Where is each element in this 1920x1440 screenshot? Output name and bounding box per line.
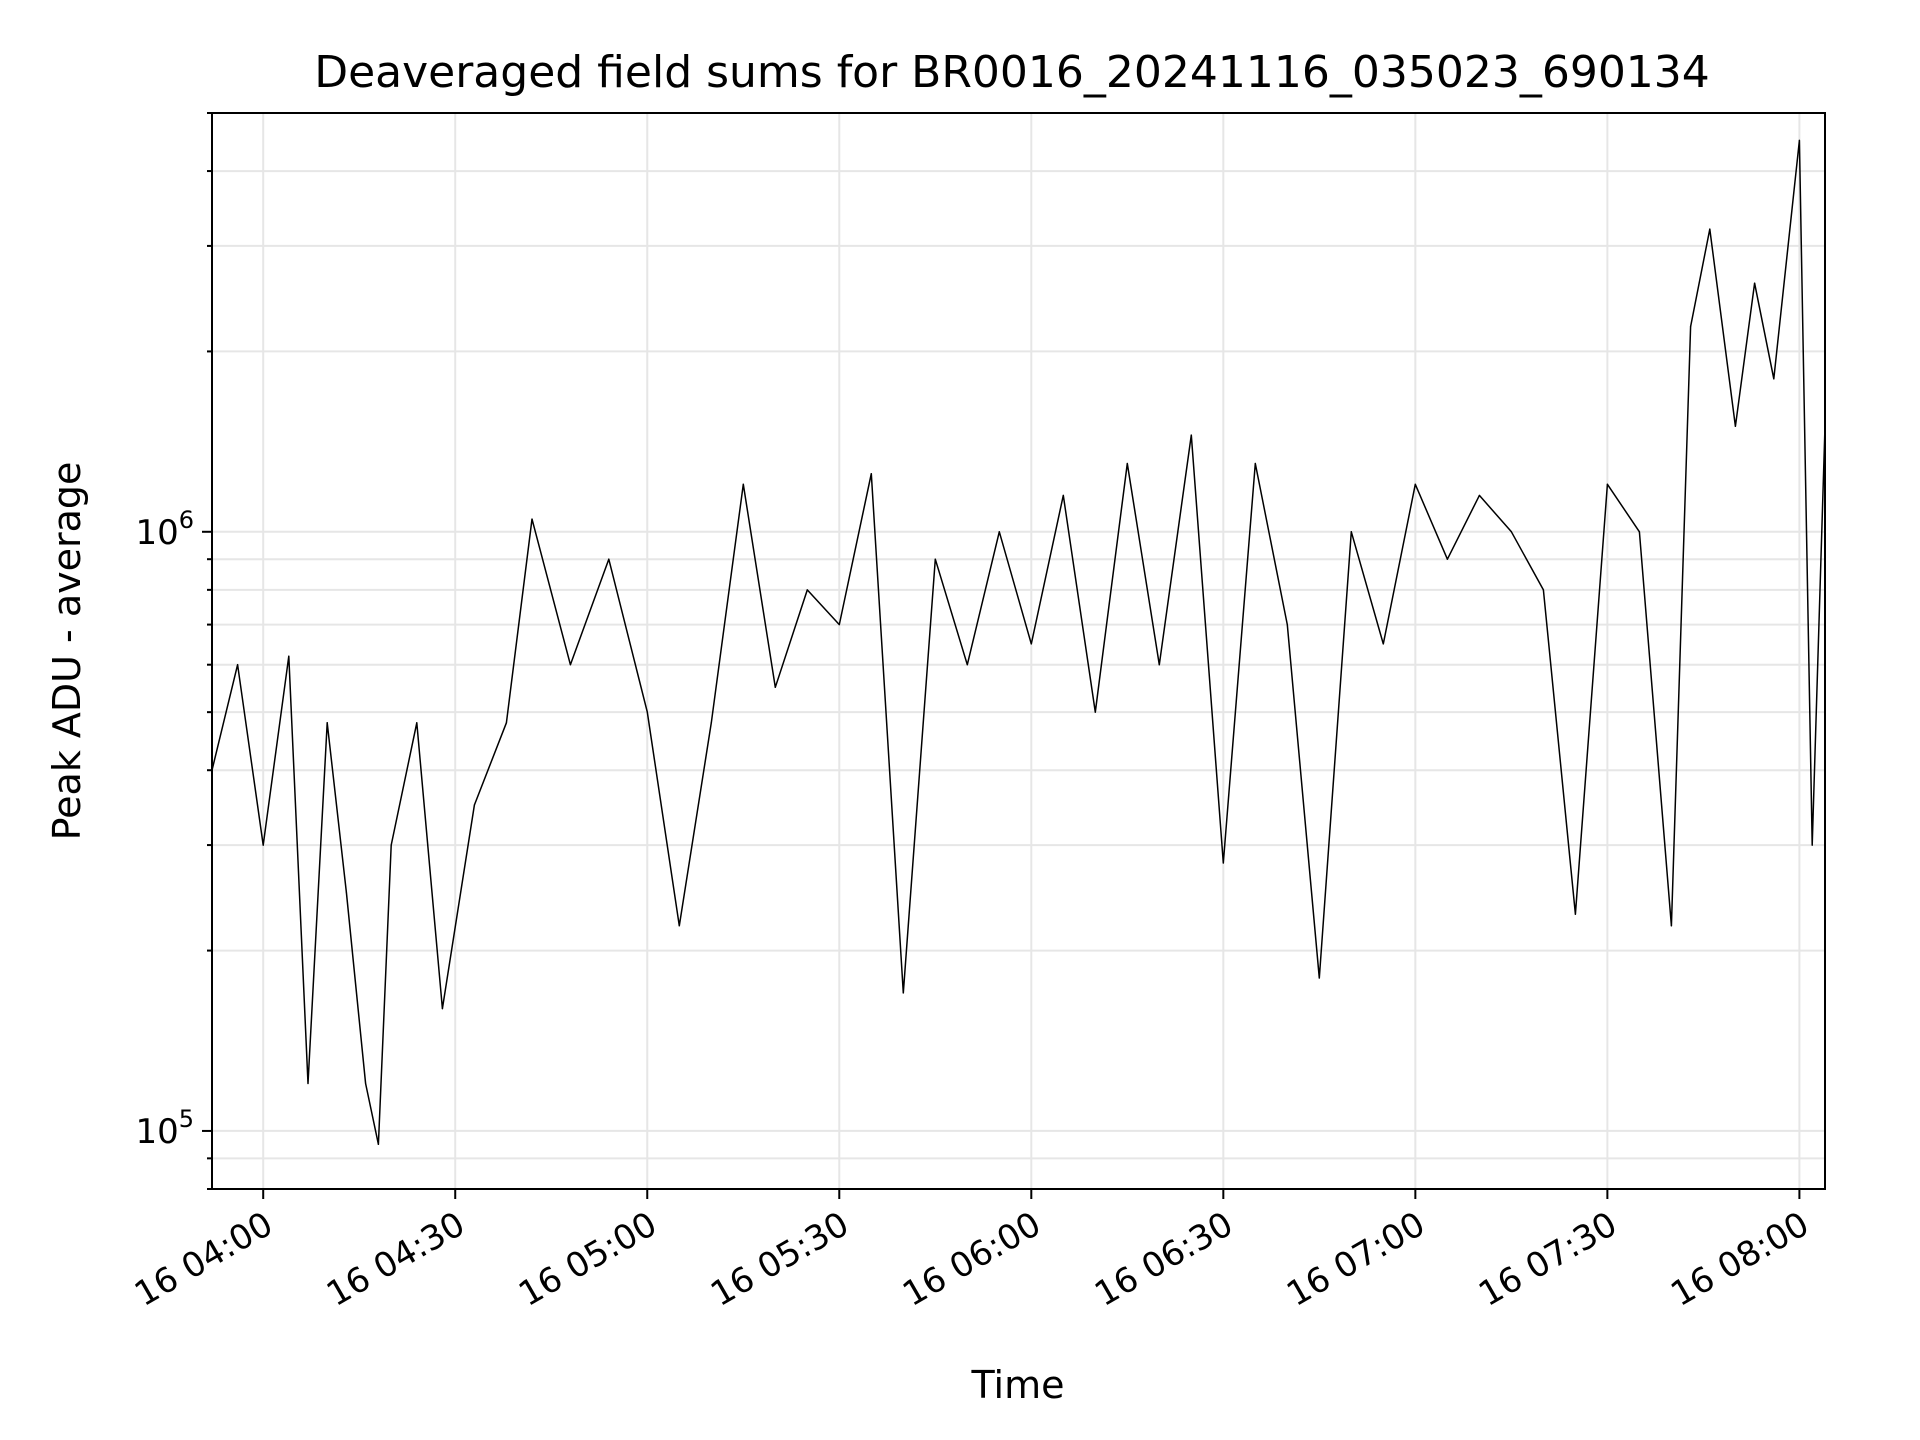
data-point [1574, 913, 1576, 915]
data-point [1190, 434, 1192, 436]
data-point [365, 1082, 367, 1085]
data-point [307, 1082, 309, 1085]
data-point [1753, 282, 1756, 284]
data-point [473, 804, 476, 806]
plot-frame [211, 112, 1826, 1190]
data-point [1709, 228, 1711, 230]
data-point [1689, 326, 1692, 328]
data-point [1446, 558, 1448, 560]
data-point [505, 722, 508, 724]
x-tick-label: 16 07:30 [1472, 1204, 1624, 1315]
x-tick-label: 16 05:00 [512, 1204, 664, 1315]
data-point [1638, 531, 1640, 533]
data-point [806, 589, 808, 591]
data-point [288, 655, 290, 657]
chart-title: Deaveraged field sums for BR0016_2024111… [314, 47, 1710, 98]
data-point [1062, 494, 1064, 497]
data-point [608, 558, 610, 560]
data-point [326, 722, 328, 724]
data-point [1798, 139, 1800, 142]
data-point [1414, 483, 1416, 485]
x-tick-label: 16 04:30 [320, 1204, 472, 1315]
series [211, 139, 1826, 1146]
data-point [531, 518, 533, 520]
data-point [1510, 531, 1512, 533]
data-point [710, 722, 712, 724]
data-point [377, 1143, 380, 1145]
y-axis: 105 106 [135, 112, 212, 1190]
data-point [1542, 589, 1544, 591]
data-point [1734, 425, 1736, 427]
data-point [1222, 862, 1224, 864]
data-point [345, 891, 348, 894]
x-axis-label: Time [971, 1363, 1065, 1407]
data-point [1318, 977, 1320, 979]
series-line [211, 139, 1826, 1146]
data-point [1606, 483, 1608, 485]
data-point [774, 686, 776, 688]
data-point [838, 623, 840, 626]
data-point [1158, 664, 1160, 666]
data-point [966, 664, 968, 666]
x-tick-label: 16 05:30 [704, 1204, 856, 1315]
data-point [742, 483, 744, 485]
data-point [441, 1008, 444, 1010]
data-point [998, 531, 1000, 533]
data-point [646, 711, 648, 713]
y-tick-label: 106 [135, 506, 194, 553]
y-axis-label: Peak ADU - average [45, 462, 89, 841]
x-tick-label: 16 04:00 [128, 1204, 280, 1315]
x-tick-label: 16 08:00 [1664, 1204, 1816, 1315]
y-tick-label: 105 [135, 1105, 194, 1152]
x-tick-label: 16 06:30 [1088, 1204, 1240, 1315]
data-point [934, 558, 936, 560]
data-point [390, 844, 392, 846]
data-point [1478, 494, 1480, 497]
data-point [1030, 643, 1032, 645]
data-point [678, 925, 680, 927]
data-point [1094, 711, 1096, 713]
x-tick-label: 16 07:00 [1280, 1204, 1432, 1315]
data-point [1286, 623, 1288, 626]
data-point [870, 473, 872, 475]
grid [212, 112, 1825, 1190]
data-point [1670, 925, 1672, 927]
data-point [902, 992, 904, 994]
data-point [1254, 462, 1256, 465]
data-point [416, 722, 418, 724]
data-point [1382, 643, 1384, 645]
data-point [262, 844, 264, 846]
data-point [237, 664, 239, 666]
x-axis: 16 04:00 16 04:30 16 05:00 16 05:30 16 06:00… [128, 1189, 1816, 1315]
data-point [1350, 531, 1352, 533]
data-point [1126, 462, 1128, 465]
data-point [1773, 378, 1775, 380]
x-tick-label: 16 06:00 [896, 1204, 1048, 1315]
data-point [569, 664, 572, 666]
data-point [1811, 844, 1813, 846]
